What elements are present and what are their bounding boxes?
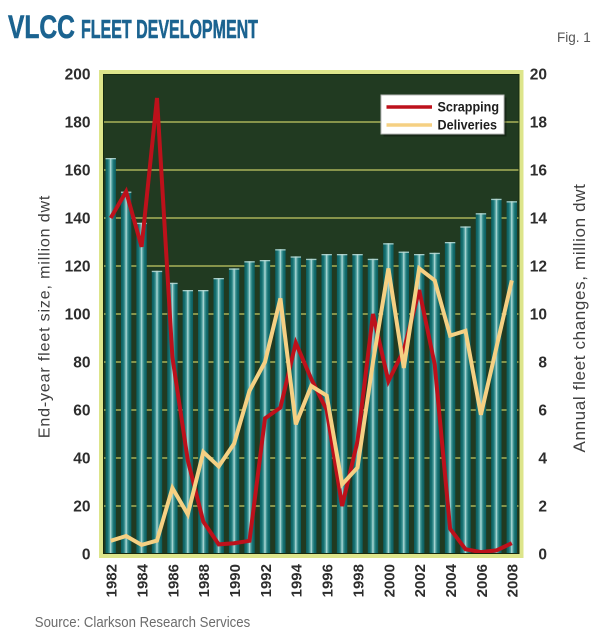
svg-text:6: 6: [538, 402, 547, 419]
svg-text:1998: 1998: [350, 564, 367, 597]
svg-text:Deliveries: Deliveries: [438, 117, 497, 133]
svg-text:80: 80: [73, 354, 90, 371]
svg-text:180: 180: [65, 114, 91, 131]
svg-text:4: 4: [538, 450, 547, 467]
svg-text:18: 18: [530, 114, 547, 131]
svg-text:1990: 1990: [227, 564, 244, 597]
svg-text:VLCC: VLCC: [8, 10, 75, 46]
svg-text:End-year fleet size, million d: End-year fleet size, million dwt: [37, 195, 54, 438]
svg-text:2000: 2000: [381, 564, 398, 597]
svg-text:12: 12: [530, 258, 547, 275]
svg-text:1988: 1988: [196, 564, 213, 597]
svg-text:200: 200: [65, 66, 91, 83]
svg-text:60: 60: [73, 402, 90, 419]
svg-text:Fig. 1: Fig. 1: [557, 30, 591, 45]
svg-text:1986: 1986: [165, 564, 182, 597]
svg-text:140: 140: [65, 210, 91, 227]
svg-text:20: 20: [73, 498, 90, 515]
svg-text:0: 0: [82, 546, 91, 563]
svg-text:FLEET DEVELOPMENT: FLEET DEVELOPMENT: [81, 14, 258, 44]
svg-text:Scrapping: Scrapping: [438, 99, 500, 115]
svg-text:2008: 2008: [505, 564, 522, 597]
svg-text:120: 120: [65, 258, 91, 275]
svg-text:20: 20: [530, 66, 547, 83]
svg-text:1984: 1984: [135, 563, 152, 597]
svg-text:160: 160: [65, 162, 91, 179]
svg-text:1996: 1996: [320, 564, 337, 597]
svg-text:1992: 1992: [258, 564, 275, 597]
svg-text:2: 2: [538, 498, 547, 515]
svg-text:Annual fleet changes, million: Annual fleet changes, million dwt: [570, 183, 589, 452]
svg-text:16: 16: [530, 162, 547, 179]
svg-text:1994: 1994: [289, 563, 306, 597]
svg-text:Source: Clarkson Research Serv: Source: Clarkson Research Services: [35, 613, 250, 630]
svg-text:2006: 2006: [474, 564, 491, 597]
svg-text:0: 0: [538, 546, 547, 563]
svg-text:10: 10: [530, 306, 547, 323]
svg-text:2002: 2002: [412, 564, 429, 597]
svg-text:2004: 2004: [443, 563, 460, 597]
svg-text:40: 40: [73, 450, 90, 467]
svg-text:1982: 1982: [104, 564, 121, 597]
svg-text:14: 14: [530, 210, 547, 227]
svg-text:8: 8: [538, 354, 547, 371]
svg-text:100: 100: [65, 306, 91, 323]
